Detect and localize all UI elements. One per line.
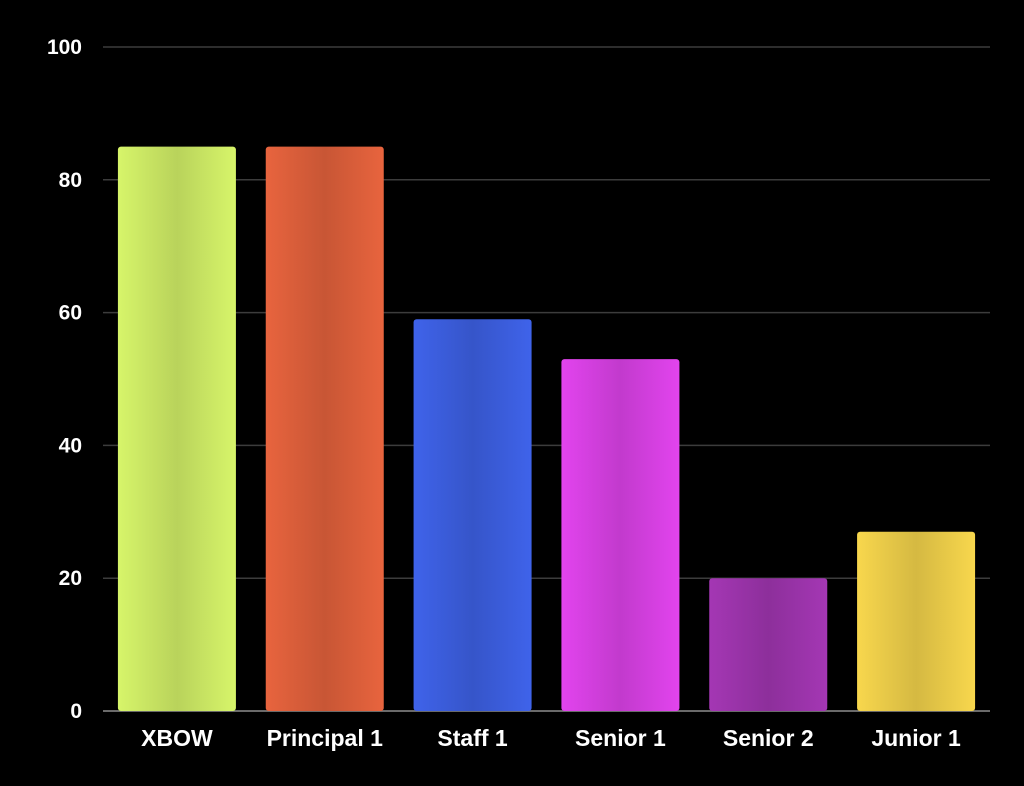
y-tick-label: 60 bbox=[59, 302, 82, 325]
bar-senior-1 bbox=[561, 359, 680, 711]
x-tick-label: Senior 1 bbox=[575, 725, 666, 751]
bar-staff-1 bbox=[413, 319, 532, 711]
y-tick-label: 20 bbox=[59, 567, 82, 590]
x-tick-label: Junior 1 bbox=[871, 725, 961, 751]
bar-senior-2 bbox=[709, 578, 828, 711]
x-tick-label: XBOW bbox=[141, 725, 213, 751]
y-tick-label: 80 bbox=[59, 169, 82, 192]
x-tick-label: Senior 2 bbox=[723, 725, 814, 751]
x-axis-tick-labels: XBOW Principal 1 Staff 1 Senior 1 Senior 2 Ju… bbox=[141, 725, 961, 751]
x-tick-label: Principal 1 bbox=[267, 725, 384, 751]
y-axis-tick-labels: 0 20 40 60 80 100 bbox=[47, 36, 82, 723]
y-tick-label: 40 bbox=[59, 434, 82, 457]
bar-principal-1 bbox=[265, 146, 384, 712]
bar-junior-1 bbox=[857, 531, 976, 711]
y-tick-label: 0 bbox=[70, 700, 82, 723]
y-tick-label: 100 bbox=[47, 36, 82, 59]
x-tick-label: Staff 1 bbox=[437, 725, 508, 751]
bar-xbow bbox=[117, 146, 236, 712]
gridlines bbox=[103, 46, 990, 712]
bars bbox=[117, 146, 976, 712]
